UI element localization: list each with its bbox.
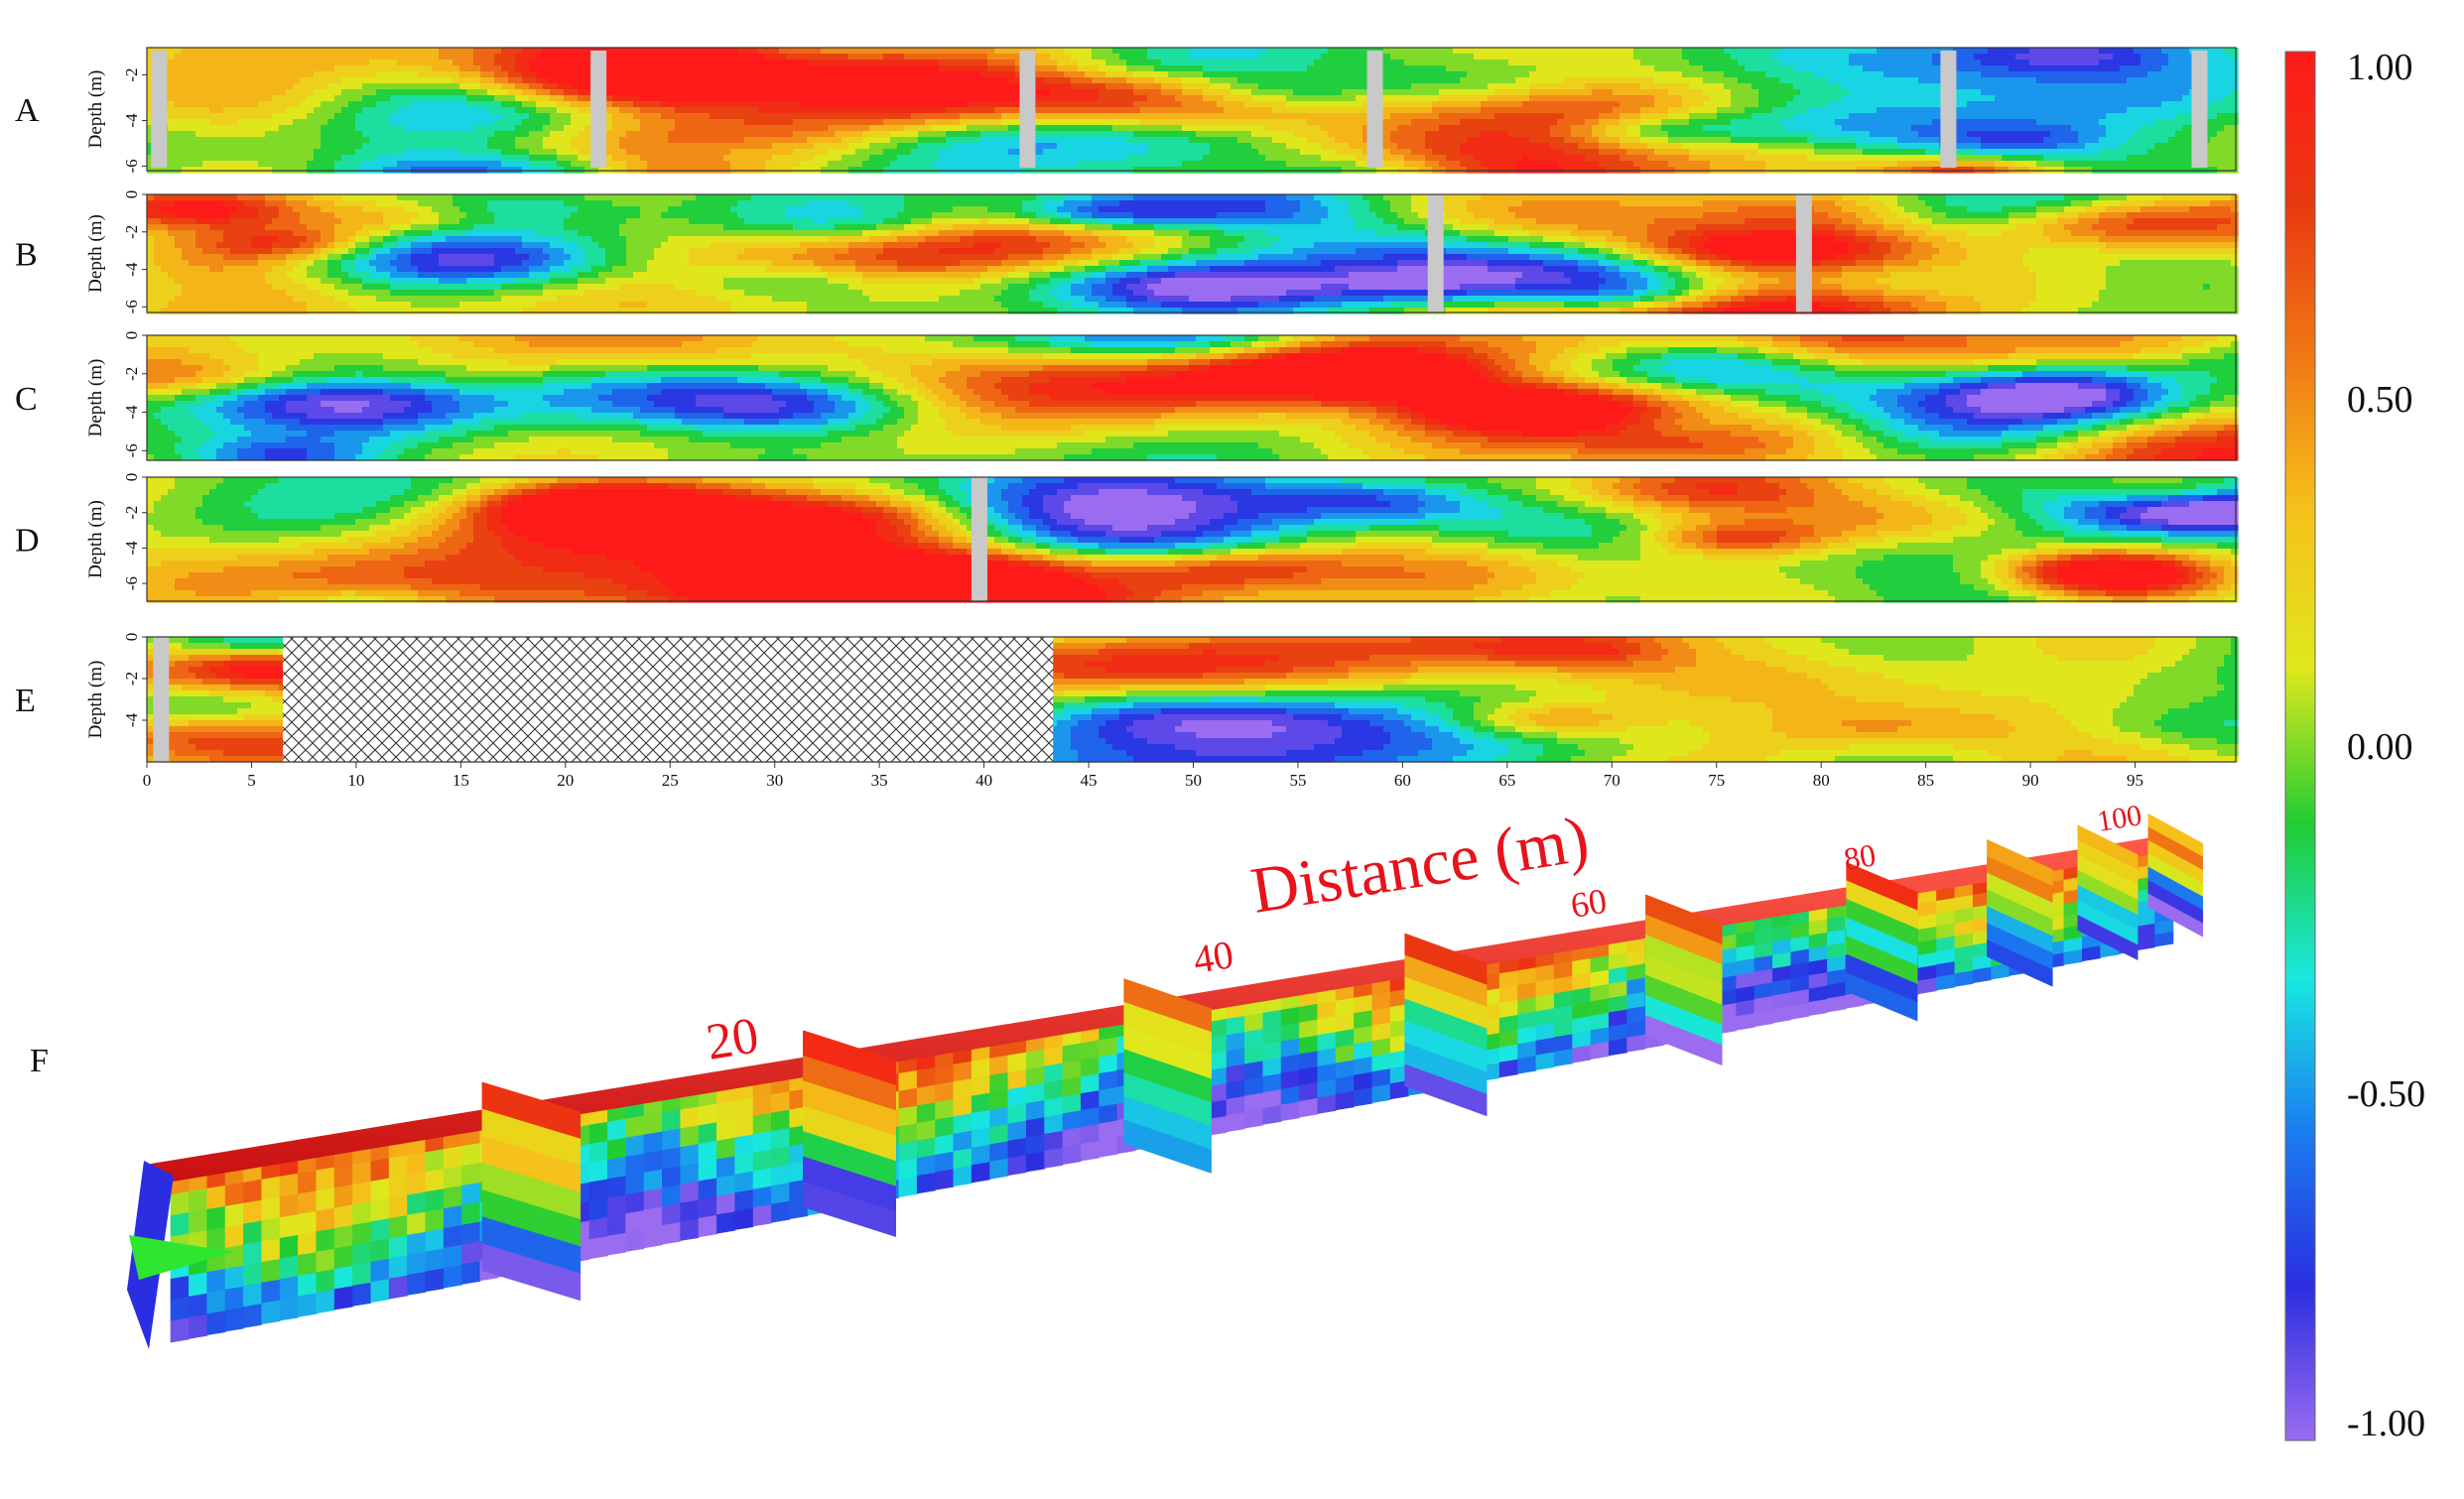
distance-tick-label: 40 xyxy=(1190,932,1236,982)
data-gap xyxy=(151,51,167,168)
y-tick-label: -4 xyxy=(122,262,141,277)
y-tick-label: -2 xyxy=(122,367,141,381)
panel-label-b: B xyxy=(15,237,38,274)
distance-tick-label: 100 xyxy=(2095,799,2144,838)
x-tick-label: 90 xyxy=(2022,771,2039,790)
colorbar-tick-label: -1.00 xyxy=(2347,1403,2425,1444)
panel-field xyxy=(147,335,2239,461)
panel-label-a: A xyxy=(15,92,40,129)
data-gap xyxy=(1940,51,1956,168)
data-gap xyxy=(590,51,606,168)
y-axis-title: Depth (m) xyxy=(85,70,106,149)
x-tick-label: 65 xyxy=(1498,771,1515,790)
colorbar-tick-label: 0.50 xyxy=(2347,379,2413,421)
y-tick-label: 0 xyxy=(122,190,141,199)
panel-e: E Depth (m) 0 -2 -4 xyxy=(15,633,2239,763)
cross-section-slice xyxy=(1124,979,1212,1174)
data-gap xyxy=(1367,51,1383,168)
cross-section-slice xyxy=(1645,895,1722,1065)
y-tick-label: 0 xyxy=(122,331,141,340)
x-tick-label: 55 xyxy=(1289,771,1306,790)
data-gap xyxy=(2191,51,2207,168)
y-tick-label: -4 xyxy=(122,405,141,420)
x-tick-label: 30 xyxy=(766,771,783,790)
data-gap xyxy=(1019,51,1035,168)
y-tick-label: -6 xyxy=(122,576,141,590)
y-axis-title: Depth (m) xyxy=(85,214,106,293)
distance-tick-label: 20 xyxy=(703,1007,762,1070)
panel-label-f: F xyxy=(30,1043,49,1079)
masked-region xyxy=(283,637,1053,762)
cross-section-slice xyxy=(803,1031,896,1237)
panel-c: C Depth (m) 0 -2 -4 -6 xyxy=(15,331,2239,461)
x-tick-label: 10 xyxy=(347,771,364,790)
panel-label-c: C xyxy=(15,381,38,418)
x-tick-label: 40 xyxy=(975,771,992,790)
x-tick-label: 45 xyxy=(1081,771,1098,790)
y-axis-title: Depth (m) xyxy=(85,359,106,437)
data-gap xyxy=(153,637,169,762)
panel-a: A Depth (m) -2 -4 -6 xyxy=(15,48,2239,174)
colorbar-scale xyxy=(2285,52,2315,1440)
y-tick-label: -6 xyxy=(122,443,141,457)
x-tick-label: 95 xyxy=(2127,771,2143,790)
x-tick-label: 15 xyxy=(453,771,469,790)
distance-tick-label: 80 xyxy=(1841,836,1878,877)
x-tick-label: 70 xyxy=(1604,771,1621,790)
x-tick-label: 75 xyxy=(1708,771,1725,790)
x-axis: 0 5 10 15 20 25 30 35 40 45 50 55 60 65 70 75 80 85 90 95 xyxy=(143,762,2143,790)
colorbar-tick-label: 1.00 xyxy=(2347,47,2413,88)
x-tick-label: 60 xyxy=(1394,771,1411,790)
panel-b: B Depth (m) 0 -2 -4 -6 xyxy=(15,190,2239,314)
x-tick-label: 20 xyxy=(557,771,574,790)
y-tick-label: -2 xyxy=(122,225,141,239)
section-panels: A Depth (m) -2 -4 -6 B Depth (m) 0 -2 -4 -6 C Depth … xyxy=(15,48,2239,763)
panel-d: D Depth (m) 0 -2 -4 -6 xyxy=(15,473,2239,603)
x-tick-label: 35 xyxy=(871,771,888,790)
axis-title-distance: Distance (m) xyxy=(1246,803,1594,928)
data-gap xyxy=(972,477,987,601)
cross-section-slice xyxy=(482,1082,581,1301)
panel-field xyxy=(147,48,2239,174)
y-axis-title: Depth (m) xyxy=(85,500,106,578)
x-tick-label: 5 xyxy=(247,771,256,790)
colorbar: 1.00 0.50 0.00 -0.50 -1.00 xyxy=(2285,47,2425,1444)
colorbar-tick-label: -0.50 xyxy=(2347,1073,2425,1115)
panel-field xyxy=(147,477,2239,603)
panel-f-3d-view: F Distance (m) 20 40 60 80 100 xyxy=(30,799,2203,1349)
distance-tick-label: 60 xyxy=(1568,881,1610,926)
y-tick-label: -2 xyxy=(122,672,141,686)
x-tick-label: 0 xyxy=(143,771,152,790)
colorbar-tick-label: 0.00 xyxy=(2347,726,2413,768)
panel-field xyxy=(147,194,2239,314)
y-axis-title: Depth (m) xyxy=(85,661,106,739)
y-tick-label: -4 xyxy=(122,541,141,556)
cross-section-slice xyxy=(1405,934,1488,1116)
x-tick-label: 50 xyxy=(1185,771,1202,790)
x-tick-label: 25 xyxy=(662,771,679,790)
x-tick-label: 80 xyxy=(1813,771,1830,790)
y-tick-label: -4 xyxy=(122,113,141,128)
y-tick-label: 0 xyxy=(122,633,141,642)
y-tick-label: -2 xyxy=(122,506,141,520)
data-gap xyxy=(1796,194,1812,312)
y-tick-label: -2 xyxy=(122,67,141,81)
y-tick-label: -6 xyxy=(122,300,141,313)
x-tick-label: 85 xyxy=(1917,771,1934,790)
y-tick-label: 0 xyxy=(122,473,141,482)
panel-label-e: E xyxy=(15,683,36,719)
panel-label-d: D xyxy=(15,523,40,560)
y-tick-label: -4 xyxy=(122,712,141,727)
data-gap xyxy=(1428,194,1444,312)
y-tick-label: -6 xyxy=(122,159,141,173)
